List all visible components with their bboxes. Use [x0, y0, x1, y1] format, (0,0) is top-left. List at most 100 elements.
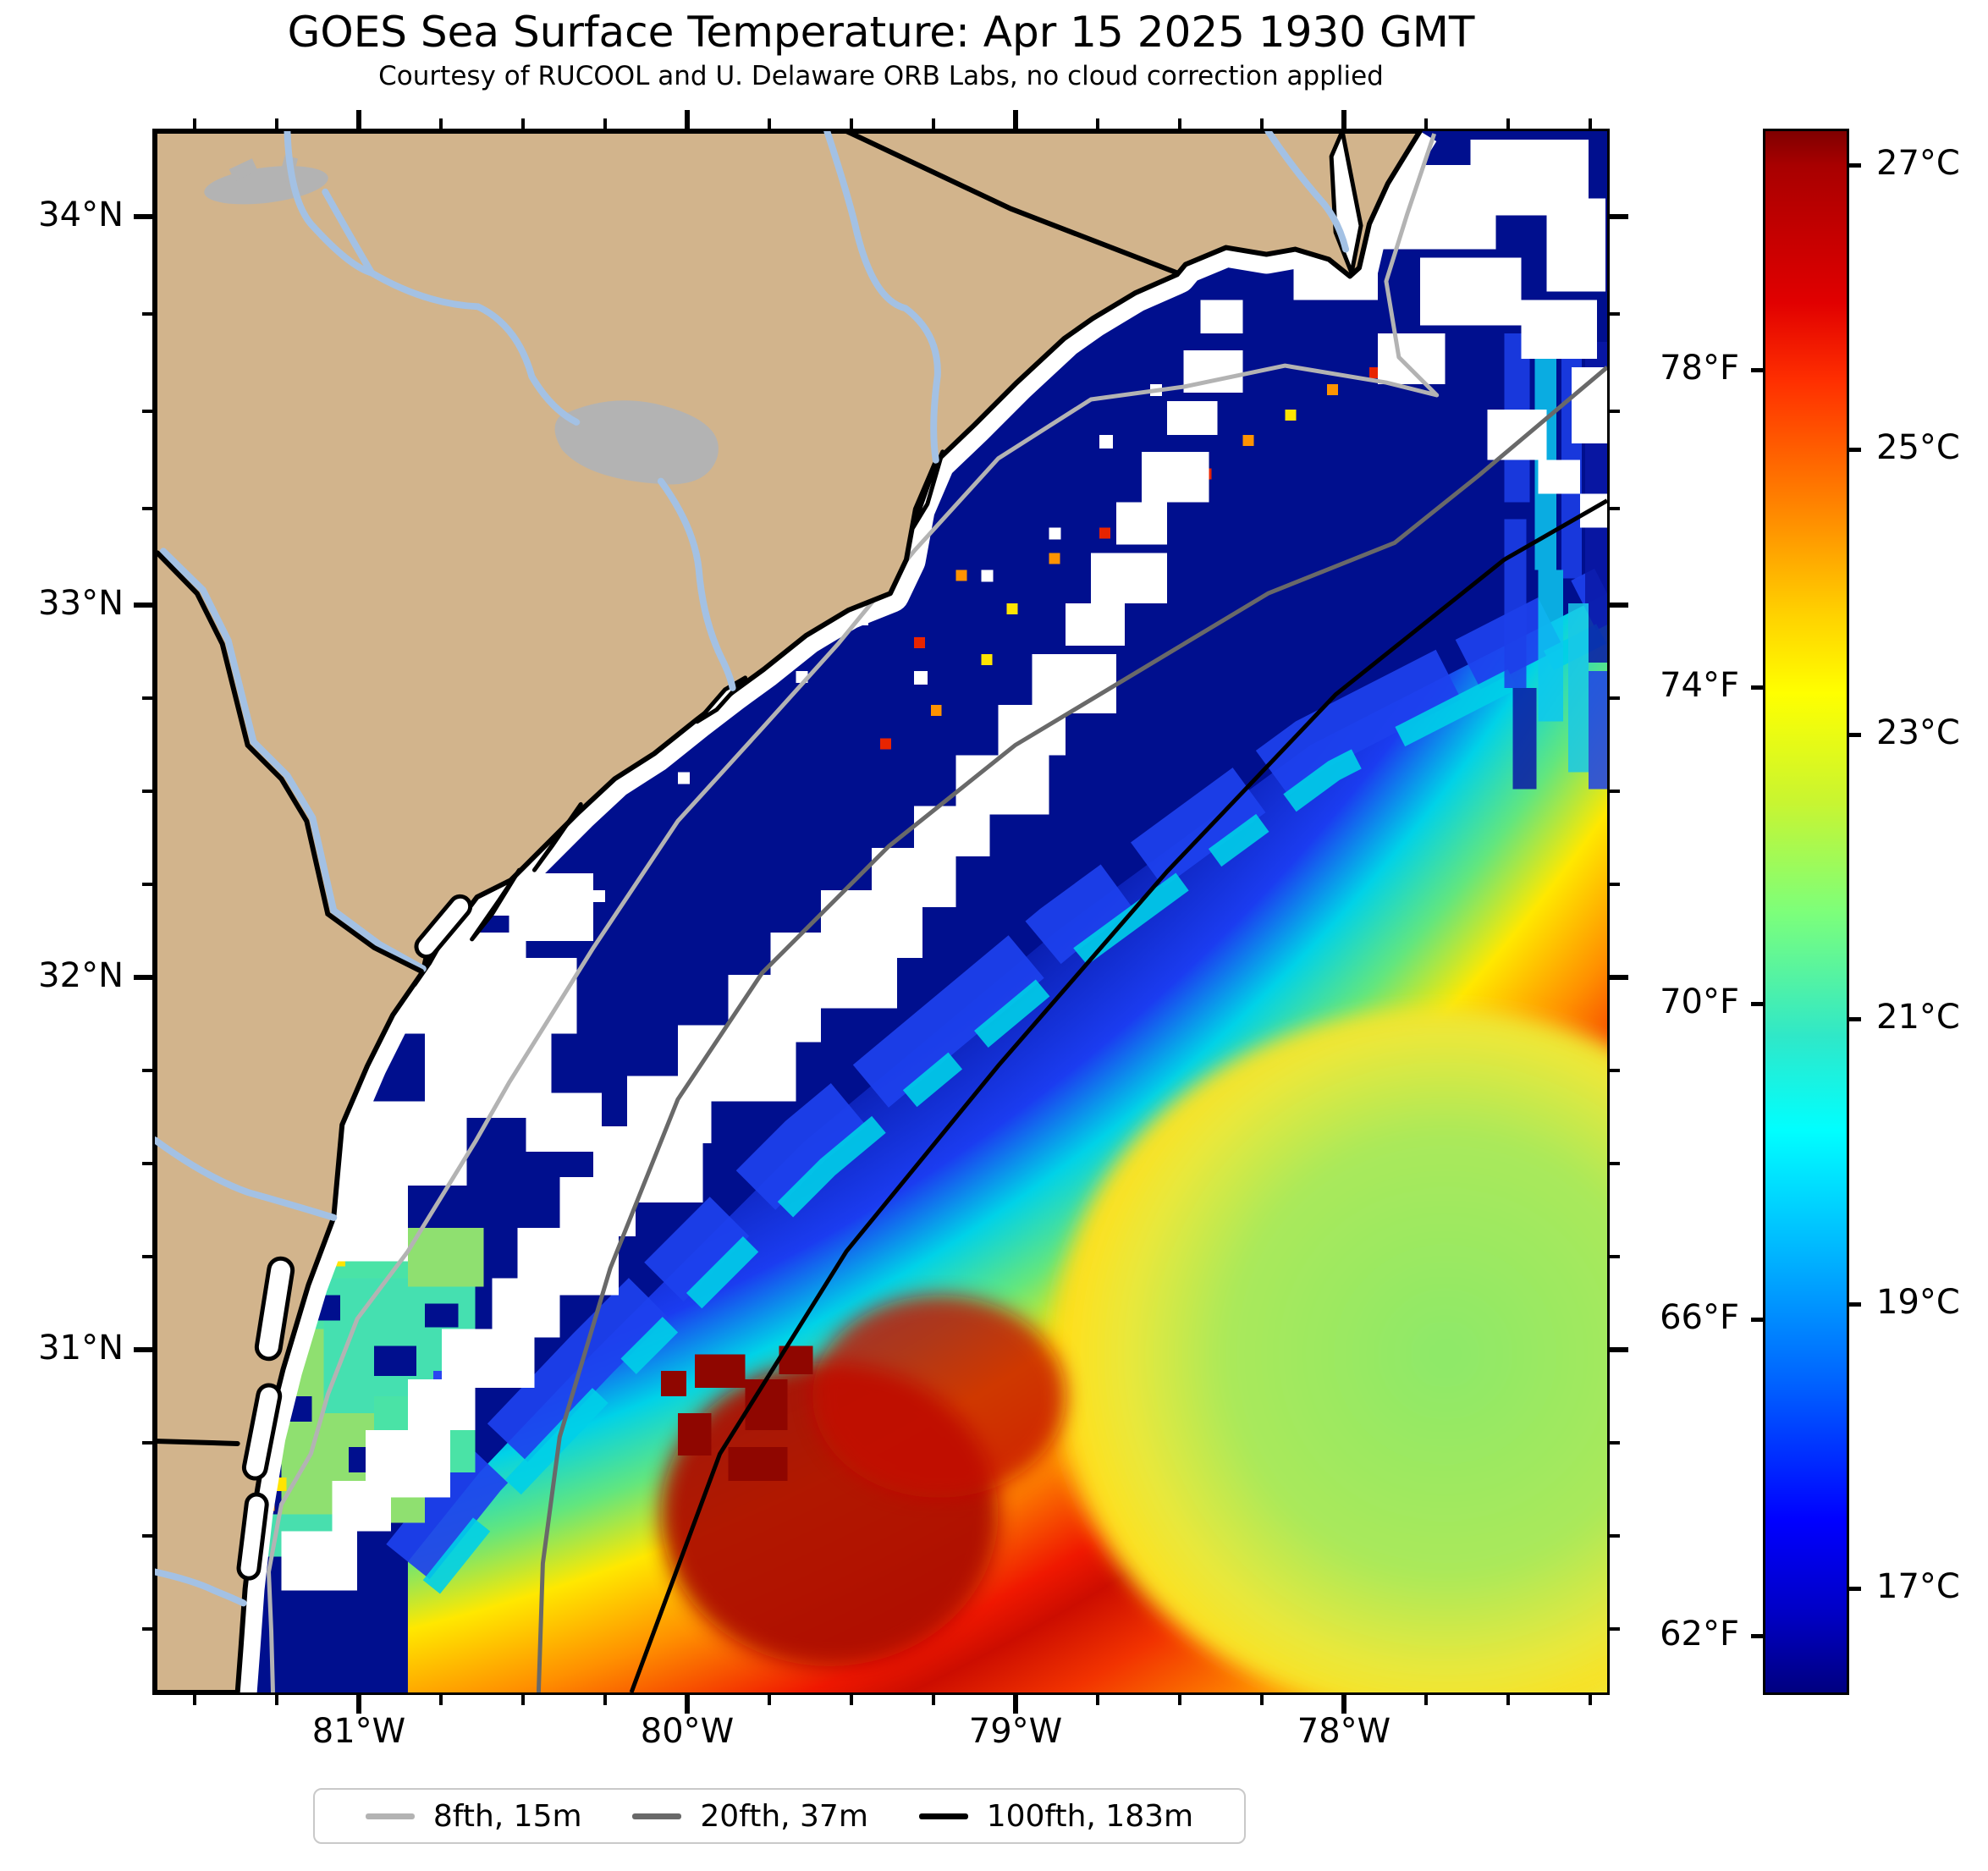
x-tick-label: 80°W: [640, 1712, 735, 1751]
tick-mark: [1610, 507, 1620, 510]
tick-mark: [142, 1162, 152, 1165]
lakes: [204, 155, 719, 485]
tick-mark: [1610, 1162, 1620, 1165]
x-tick-label: 78°W: [1297, 1712, 1391, 1751]
tick-mark: [1341, 110, 1346, 129]
tick-mark: [768, 118, 771, 129]
tick-mark: [134, 214, 152, 219]
tick-mark: [275, 118, 278, 129]
tick-mark: [1096, 1695, 1099, 1705]
colorbar-celsius-label: 27°C: [1876, 144, 1960, 183]
tick-mark: [1849, 1302, 1861, 1307]
tick-mark: [1096, 118, 1099, 129]
tick-mark: [932, 118, 935, 129]
tick-mark: [1610, 1627, 1620, 1631]
tick-mark: [275, 1695, 278, 1705]
tick-mark: [142, 1255, 152, 1258]
state-borders: [155, 131, 1180, 1446]
tick-mark: [142, 1441, 152, 1445]
colorbar-fahrenheit-label: 74°F: [1660, 666, 1739, 705]
y-tick-label: 31°N: [38, 1329, 124, 1367]
tick-mark: [685, 110, 690, 129]
colorbar-fahrenheit-label: 62°F: [1660, 1615, 1739, 1654]
sst-front-transition: [386, 568, 1607, 1594]
colorbar: [1763, 129, 1849, 1695]
tick-mark: [1610, 214, 1628, 219]
tick-mark: [1610, 1534, 1620, 1538]
tick-mark: [356, 1695, 361, 1714]
tick-mark: [603, 118, 607, 129]
page-subtitle: Courtesy of RUCOOL and U. Delaware ORB L…: [378, 61, 1384, 91]
legend-label: 100fth, 183m: [986, 1798, 1194, 1834]
tick-mark: [134, 603, 152, 608]
tick-mark: [142, 312, 152, 316]
legend-item: 20fth, 37m: [632, 1799, 868, 1834]
sst-map-canvas: [152, 129, 1610, 1695]
tick-mark: [1260, 1695, 1264, 1705]
tick-mark: [1260, 118, 1264, 129]
colorbar-fahrenheit-label: 66°F: [1660, 1298, 1739, 1337]
tick-mark: [1013, 110, 1018, 129]
tick-mark: [1589, 1695, 1592, 1705]
tick-mark: [1751, 685, 1763, 690]
tick-mark: [1610, 790, 1620, 793]
tick-mark: [521, 118, 525, 129]
x-tick-label: 81°W: [311, 1712, 406, 1751]
tick-mark: [1610, 696, 1620, 700]
tick-mark: [142, 883, 152, 886]
colorbar-celsius-label: 17°C: [1876, 1567, 1960, 1606]
tick-mark: [1506, 1695, 1510, 1705]
tick-mark: [1178, 118, 1181, 129]
tick-mark: [1751, 1002, 1763, 1006]
legend-line-100fth-icon: [918, 1813, 968, 1819]
y-tick-label: 32°N: [38, 956, 124, 995]
tick-mark: [142, 507, 152, 510]
tick-mark: [1849, 1017, 1861, 1021]
tick-mark: [439, 1695, 443, 1705]
tick-mark: [142, 1069, 152, 1072]
tick-mark: [1610, 975, 1628, 980]
legend-line-8fth-icon: [365, 1813, 415, 1819]
contour-20fth: [536, 366, 1607, 1692]
tick-mark: [193, 1695, 196, 1705]
tick-mark: [768, 1695, 771, 1705]
tick-mark: [142, 1534, 152, 1538]
tick-mark: [1610, 883, 1620, 886]
tick-mark: [142, 790, 152, 793]
tick-mark: [142, 696, 152, 700]
legend-item: 8fth, 15m: [365, 1799, 582, 1834]
tick-mark: [193, 118, 196, 129]
warm-gyre: [1049, 1008, 1607, 1692]
tick-mark: [1424, 118, 1428, 129]
tick-mark: [134, 975, 152, 980]
y-tick-label: 34°N: [38, 195, 124, 234]
tick-mark: [1589, 118, 1592, 129]
tick-mark: [603, 1695, 607, 1705]
colorbar-fahrenheit-label: 70°F: [1660, 982, 1739, 1021]
tick-mark: [1849, 733, 1861, 737]
tick-mark: [439, 118, 443, 129]
barrier-islands: [236, 894, 473, 1581]
tick-mark: [1751, 1318, 1763, 1322]
tick-mark: [850, 118, 853, 129]
tick-mark: [1610, 1347, 1628, 1352]
legend-label: 20fth, 37m: [700, 1798, 868, 1834]
tick-mark: [1849, 1587, 1861, 1591]
contour-100fth: [629, 498, 1607, 1692]
legend-line-20fth-icon: [632, 1813, 682, 1819]
tick-mark: [1610, 603, 1628, 608]
gulf-stream-core: [660, 1295, 1066, 1667]
rivers: [155, 131, 1350, 1607]
colorbar-celsius-label: 19°C: [1876, 1283, 1960, 1322]
tick-mark: [1178, 1695, 1181, 1705]
colorbar-celsius-label: 23°C: [1876, 713, 1960, 752]
tick-mark: [1751, 1634, 1763, 1638]
tick-mark: [1751, 368, 1763, 372]
tick-mark: [1610, 1255, 1620, 1258]
legend-item: 100fth, 183m: [918, 1798, 1194, 1834]
tick-mark: [142, 1627, 152, 1631]
tick-mark: [685, 1695, 690, 1714]
x-tick-label: 79°W: [968, 1712, 1063, 1751]
tick-mark: [521, 1695, 525, 1705]
tick-mark: [134, 1347, 152, 1352]
